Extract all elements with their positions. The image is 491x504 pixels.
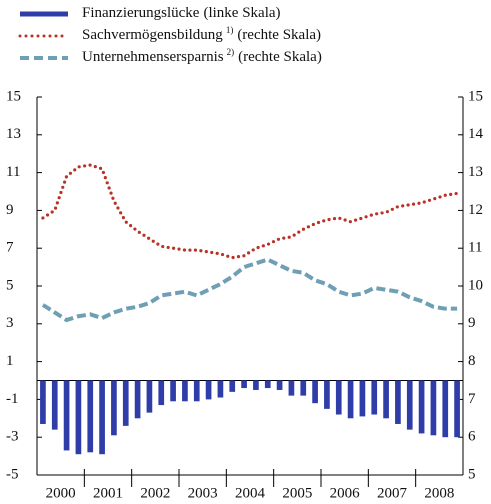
y2-tick-label: 5 <box>468 466 476 482</box>
legend-scale: (rechte Skala) <box>238 49 322 65</box>
bar <box>75 380 82 455</box>
y-tick-label: -5 <box>6 466 19 482</box>
bar <box>229 380 236 392</box>
bar <box>359 380 366 417</box>
y-tick-label: 3 <box>6 315 14 331</box>
bar <box>335 380 342 415</box>
bar <box>51 380 58 430</box>
bar <box>99 380 105 455</box>
bar <box>87 380 94 453</box>
y-tick-label: -3 <box>6 429 19 445</box>
legend-footnote: 1) <box>226 25 234 35</box>
legend-label: Sachvermögensbildung 1) (rechte Skala) <box>82 25 321 43</box>
y2-tick-label: 15 <box>468 88 483 104</box>
legend-scale: (rechte Skala) <box>237 27 321 43</box>
bar <box>193 380 200 402</box>
y-tick-label: 15 <box>6 88 21 104</box>
x-tick-label: 2002 <box>140 485 170 501</box>
bar <box>40 380 46 424</box>
bar <box>253 380 259 390</box>
bar <box>418 380 425 434</box>
bar <box>170 380 176 402</box>
bar <box>324 380 330 409</box>
bar <box>442 380 449 438</box>
y2-tick-label: 9 <box>468 315 476 331</box>
bar <box>288 380 295 396</box>
line-series <box>41 163 459 260</box>
legend-scale: (linke Skala) <box>203 5 280 21</box>
bar <box>430 380 437 436</box>
bar <box>383 380 389 419</box>
bar <box>395 380 401 424</box>
bar <box>241 380 247 389</box>
bar <box>111 380 117 436</box>
bar <box>217 380 224 398</box>
x-tick-label: 2006 <box>330 485 361 501</box>
y-tick-label: 13 <box>6 126 21 142</box>
x-tick-label: 2003 <box>188 485 218 501</box>
x-tick-label: 2005 <box>282 485 312 501</box>
bar <box>371 380 378 415</box>
bar <box>312 380 318 404</box>
y2-tick-label: 8 <box>468 353 476 369</box>
legend-name: Finanzierungslücke <box>82 5 200 21</box>
bar <box>300 380 307 396</box>
y2-tick-label: 14 <box>468 126 484 142</box>
y-tick-label: 1 <box>6 353 14 369</box>
y-tick-label: 11 <box>6 164 20 180</box>
bar <box>264 380 271 389</box>
bar <box>406 380 413 430</box>
bar <box>122 380 129 426</box>
legend-name: Unternehmensersparnis <box>82 49 224 65</box>
legend-label: Finanzierungslücke (linke Skala) <box>82 5 281 21</box>
x-tick-label: 2001 <box>93 485 123 501</box>
bar <box>182 380 188 402</box>
legend-name: Sachvermögensbildung <box>82 27 223 43</box>
bar <box>134 380 141 419</box>
y2-tick-label: 11 <box>468 240 482 256</box>
y2-tick-label: 6 <box>468 429 476 445</box>
y2-tick-label: 12 <box>468 202 483 218</box>
bar <box>276 380 283 390</box>
x-tick-label: 2004 <box>235 485 266 501</box>
x-tick-label: 2008 <box>424 485 454 501</box>
bar <box>347 380 354 419</box>
y2-tick-label: 10 <box>468 277 483 293</box>
y2-tick-label: 7 <box>468 391 476 407</box>
y-tick-label: 7 <box>6 240 14 256</box>
bar <box>205 380 212 400</box>
bar <box>63 380 70 451</box>
bar <box>158 380 165 406</box>
line-series <box>41 257 458 323</box>
y-tick-label: -1 <box>6 391 19 407</box>
y-tick-label: 5 <box>6 277 14 293</box>
y2-tick-label: 13 <box>468 164 483 180</box>
y-tick-label: 9 <box>6 202 14 218</box>
x-tick-label: 2007 <box>377 485 408 501</box>
bar <box>146 380 153 413</box>
legend-footnote: 2) <box>227 47 235 57</box>
x-tick-label: 2000 <box>46 485 76 501</box>
bar <box>454 380 460 438</box>
legend-label: Unternehmensersparnis 2) (rechte Skala) <box>82 47 322 65</box>
